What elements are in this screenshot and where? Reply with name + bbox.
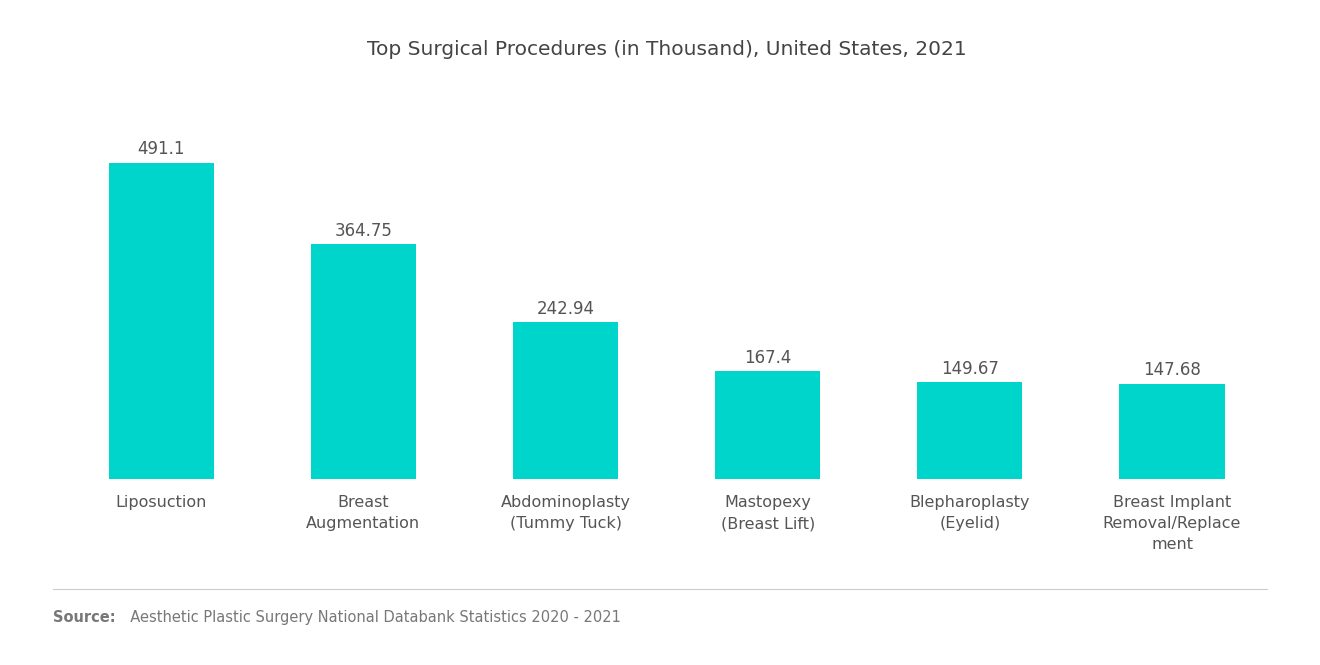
Bar — [513, 323, 618, 479]
Bar — [917, 382, 1023, 479]
Text: 491.1: 491.1 — [137, 140, 185, 158]
Text: 167.4: 167.4 — [744, 348, 792, 366]
Text: 242.94: 242.94 — [536, 300, 594, 318]
Bar — [310, 244, 416, 479]
Text: 364.75: 364.75 — [334, 221, 392, 239]
Text: Source:: Source: — [53, 610, 115, 625]
Title: Top Surgical Procedures (in Thousand), United States, 2021: Top Surgical Procedures (in Thousand), U… — [367, 40, 966, 59]
Bar — [1119, 384, 1225, 479]
Text: Aesthetic Plastic Surgery National Databank Statistics 2020 - 2021: Aesthetic Plastic Surgery National Datab… — [121, 610, 622, 625]
Text: 149.67: 149.67 — [941, 360, 999, 378]
Bar — [715, 371, 820, 479]
Text: 147.68: 147.68 — [1143, 361, 1201, 379]
Bar — [108, 163, 214, 479]
